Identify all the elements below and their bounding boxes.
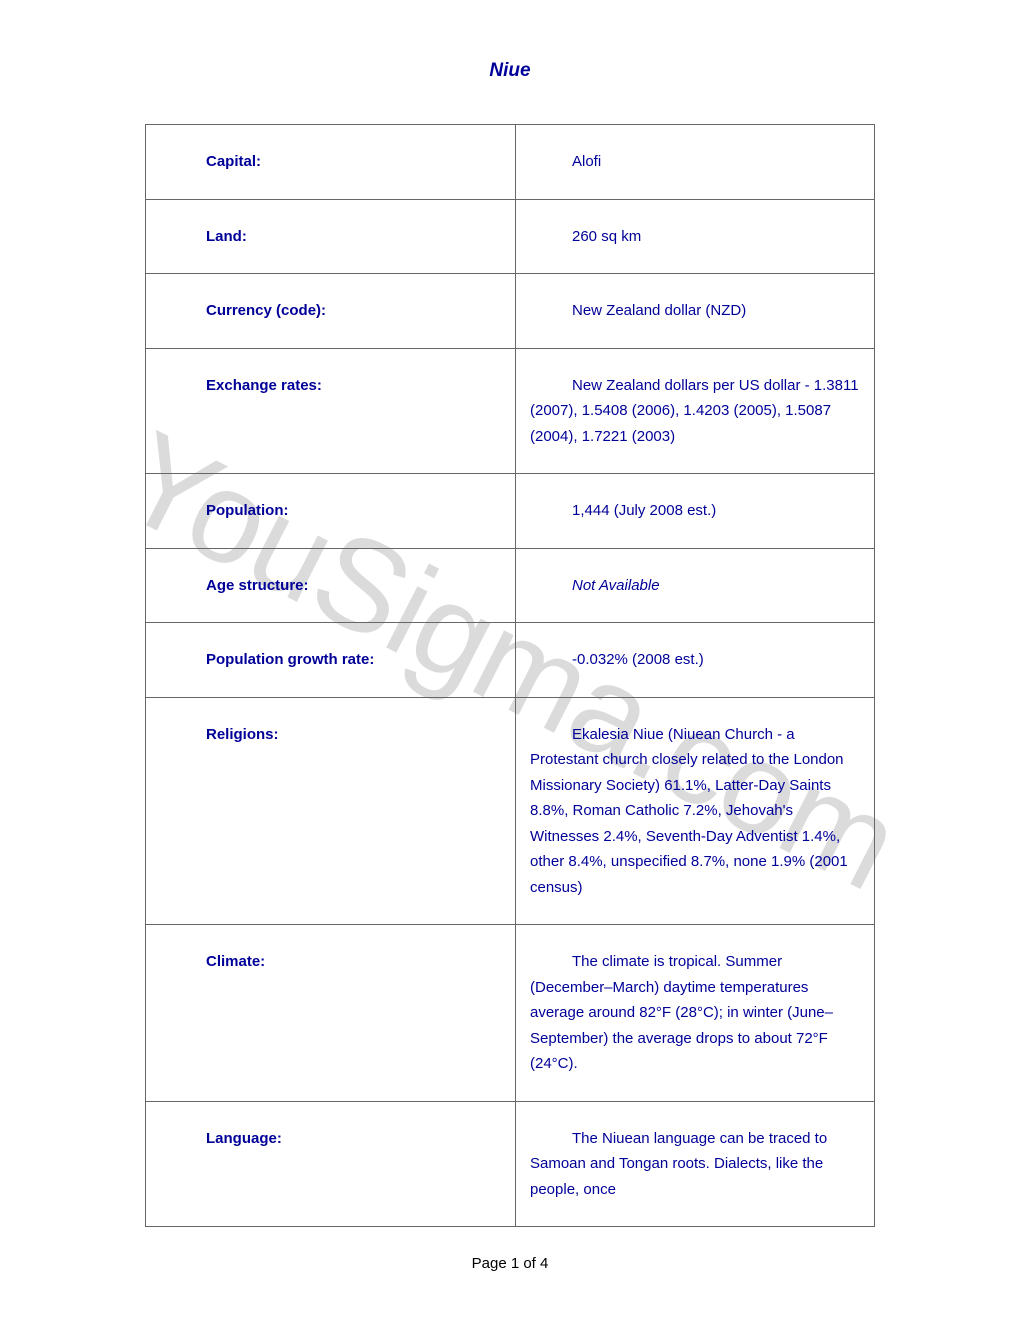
row-label: Population: — [146, 474, 516, 549]
row-value-text: New Zealand dollars per US dollar - 1.38… — [530, 377, 859, 445]
row-value: Not Available — [516, 548, 875, 623]
row-value: Ekalesia Niue (Niuean Church - a Protest… — [516, 697, 875, 925]
row-label: Currency (code): — [146, 274, 516, 349]
row-value: 260 sq km — [516, 199, 875, 274]
row-value: The Niuean language can be traced to Sam… — [516, 1101, 875, 1227]
row-label: Climate: — [146, 925, 516, 1102]
row-value-text: Alofi — [572, 153, 601, 170]
row-value: 1,444 (July 2008 est.) — [516, 474, 875, 549]
row-value-text: 260 sq km — [572, 228, 641, 245]
row-value-text: -0.032% (2008 est.) — [572, 651, 704, 668]
row-value-text: Ekalesia Niue (Niuean Church - a Protest… — [530, 726, 848, 896]
row-label: Age structure: — [146, 548, 516, 623]
row-value-text: The climate is tropical. Summer (Decembe… — [530, 953, 833, 1072]
row-label: Religions: — [146, 697, 516, 925]
page-footer: Page 1 of 4 — [0, 1255, 1020, 1272]
row-value: The climate is tropical. Summer (Decembe… — [516, 925, 875, 1102]
row-label: Exchange rates: — [146, 348, 516, 474]
row-label: Land: — [146, 199, 516, 274]
row-value-text: The Niuean language can be traced to Sam… — [530, 1130, 827, 1198]
row-value: New Zealand dollars per US dollar - 1.38… — [516, 348, 875, 474]
table-row: Land: 260 sq km — [146, 199, 875, 274]
page-title: Niue — [145, 60, 875, 82]
row-label: Capital: — [146, 125, 516, 200]
row-value: -0.032% (2008 est.) — [516, 623, 875, 698]
table-row: Currency (code): New Zealand dollar (NZD) — [146, 274, 875, 349]
row-value-text: 1,444 (July 2008 est.) — [572, 502, 716, 519]
table-row: Population: 1,444 (July 2008 est.) — [146, 474, 875, 549]
table-row: Capital: Alofi — [146, 125, 875, 200]
table-row: Age structure: Not Available — [146, 548, 875, 623]
table-row: Language:The Niuean language can be trac… — [146, 1101, 875, 1227]
row-value: Alofi — [516, 125, 875, 200]
table-row: Climate:The climate is tropical. Summer … — [146, 925, 875, 1102]
table-row: Exchange rates:New Zealand dollars per U… — [146, 348, 875, 474]
row-label: Population growth rate: — [146, 623, 516, 698]
row-label: Language: — [146, 1101, 516, 1227]
row-value: New Zealand dollar (NZD) — [516, 274, 875, 349]
document-page: Niue Capital: Alofi Land: 260 sq km Currency… — [0, 0, 1020, 1227]
row-value-text: New Zealand dollar (NZD) — [572, 302, 746, 319]
table-row: Population growth rate: -0.032% (2008 est… — [146, 623, 875, 698]
table-row: Religions:Ekalesia Niue (Niuean Church -… — [146, 697, 875, 925]
info-table: Capital: Alofi Land: 260 sq km Currency (cod… — [145, 124, 875, 1227]
row-value-text: Not Available — [572, 577, 660, 594]
